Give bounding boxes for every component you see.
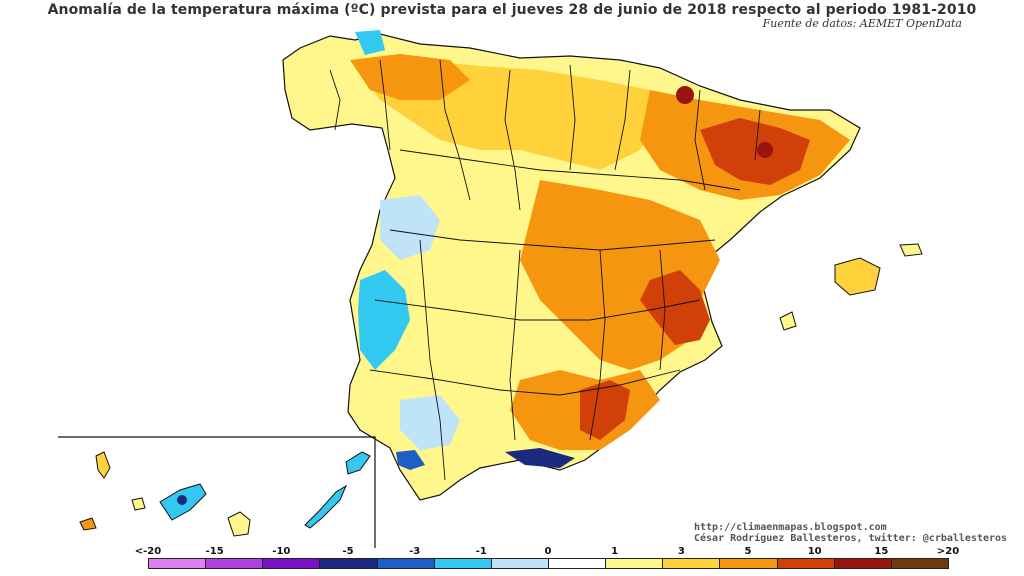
cool-zone-extremadura <box>380 195 440 260</box>
hot-spot-lleida <box>757 142 773 158</box>
cool-zone-cadiz <box>396 450 425 470</box>
hot-core-valencia <box>640 270 710 345</box>
island-gran-canaria <box>227 511 251 537</box>
island-la-palma <box>95 451 111 479</box>
credits-author: César Rodríguez Ballesteros, twitter: @c… <box>694 533 1008 544</box>
province-boundaries <box>329 59 761 481</box>
hot-core-catalonia <box>700 118 810 185</box>
island-la-gomera <box>131 497 146 511</box>
credits-url: http://climaenmapas.blogspot.com <box>694 522 887 533</box>
warm-zone-northwest <box>350 54 470 100</box>
credits: http://climaenmapas.blogspot.com César R… <box>694 522 1007 544</box>
map-title: Anomalía de la temperatura máxima (ºC) p… <box>47 2 977 18</box>
island-ibiza <box>779 311 797 331</box>
island-el-hierro <box>79 517 97 531</box>
island-fuerteventura <box>304 484 348 529</box>
cool-zone-west <box>358 270 410 370</box>
island-menorca <box>899 243 923 257</box>
island-lanzarote <box>345 451 371 475</box>
island-mallorca <box>834 257 881 296</box>
canary-inset-frame <box>58 436 376 548</box>
cool-zone-huelva <box>400 395 460 450</box>
tenerife-core <box>177 495 187 505</box>
cool-zone-galicia <box>355 30 385 55</box>
hot-spot-aragon <box>676 86 694 104</box>
data-source: Fuente de datos: AEMET OpenData <box>762 17 962 30</box>
cool-zone-malaga <box>505 448 575 468</box>
